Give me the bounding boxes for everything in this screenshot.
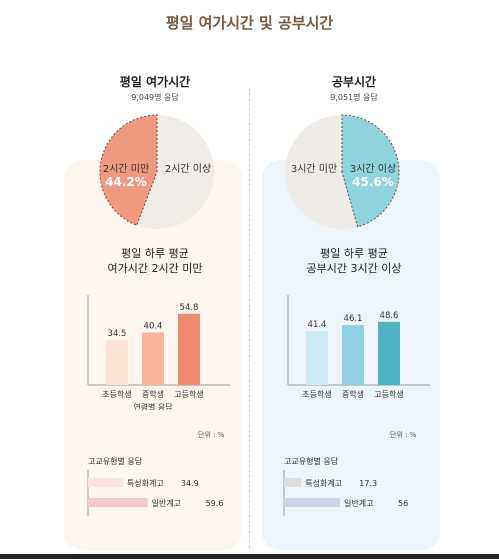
leisure-school-type-chart: 특성화계고 34.9 일반계고 59.6 [87, 470, 224, 516]
study-headline-line2: 공부시간 3시간 이상 [306, 262, 402, 275]
study-bar-1 [342, 325, 364, 385]
leisure-hbar-value-0: 34.9 [181, 479, 199, 488]
leisure-bar-2 [178, 313, 200, 385]
leisure-title: 평일 여가시간 [119, 75, 191, 89]
leisure-pie-highlight [99, 114, 158, 226]
leisure-bar-xlabel: 연령별 응답 [133, 402, 173, 410]
leisure-hbar-1 [88, 498, 148, 507]
bottom-rule [0, 554, 499, 559]
study-bar-value-1: 46.1 [344, 314, 363, 324]
study-hbar-category-1: 일반계고 [344, 498, 373, 508]
page-title: 평일 여가시간 및 공부시간 [165, 14, 334, 32]
leisure-hbar-value-1: 59.6 [206, 499, 224, 508]
center-divider [249, 88, 250, 548]
study-pie-label-over: 3시간 이상 [349, 164, 397, 175]
study-unit: 단위 : % [390, 431, 417, 439]
study-title: 공부시간 [331, 75, 377, 89]
study-bar-0 [306, 331, 328, 385]
leisure-pie-label-under: 2시간 미만 [102, 164, 150, 175]
leisure-pie [99, 114, 214, 229]
study-bar-value-2: 48.6 [380, 311, 399, 321]
leisure-bar-category-1: 중학생 [142, 389, 164, 399]
leisure-pie-label-over: 2시간 이상 [164, 164, 212, 175]
study-bar-chart: 41.4 초등학생 46.1 중학생 48.6 고등학생 [287, 295, 430, 399]
leisure-hbar-0 [88, 478, 123, 487]
study-bar-category-1: 중학생 [342, 389, 364, 399]
study-pie-label-under: 3시간 미만 [290, 164, 338, 175]
leisure-bar-value-2: 54.8 [180, 303, 199, 313]
leisure-bar-0 [106, 340, 128, 385]
study-bar-2 [378, 321, 400, 385]
study-bar-category-2: 고등학생 [374, 389, 403, 399]
leisure-respondents: 9,049명 응답 [131, 93, 179, 102]
study-pie [285, 114, 400, 229]
leisure-headline-line2: 여가시간 2시간 미만 [107, 262, 203, 275]
leisure-headline-line1: 평일 하루 평균 [121, 247, 189, 260]
leisure-headline: 평일 하루 평균 여가시간 2시간 미만 [55, 246, 255, 276]
study-respondents: 9,051명 응답 [330, 93, 378, 102]
leisure-bar-value-0: 34.5 [108, 329, 127, 339]
study-school-type-title: 고교유형별 응답 [284, 457, 339, 466]
leisure-bar-category-0: 초등학생 [102, 389, 131, 399]
leisure-unit: 단위 : % [198, 431, 225, 439]
study-bar-value-0: 41.4 [308, 320, 327, 330]
leisure-bar-value-1: 40.4 [144, 321, 163, 331]
study-school-type-chart: 특성화계고 17.3 일반계고 56 [283, 470, 408, 516]
study-hbar-value-1: 56 [398, 499, 408, 508]
study-headline: 평일 하루 평균 공부시간 3시간 이상 [254, 246, 454, 276]
leisure-bar-category-2: 고등학생 [174, 389, 203, 399]
leisure-pie-pct: 44.2% [105, 175, 147, 189]
leisure-bar-1 [142, 332, 164, 385]
study-headline-line1: 평일 하루 평균 [320, 247, 388, 260]
leisure-hbar-category-1: 일반계고 [152, 498, 181, 508]
leisure-hbar-category-0: 특성화계고 [127, 478, 164, 488]
study-hbar-0 [284, 478, 302, 487]
study-hbar-1 [284, 498, 340, 507]
study-pie-highlight [341, 114, 400, 228]
study-hbar-category-0: 특성화계고 [305, 478, 342, 488]
study-bar-category-0: 초등학생 [302, 389, 331, 399]
leisure-school-type-title: 고교유형별 응답 [88, 457, 143, 466]
study-pie-pct: 45.6% [352, 175, 394, 189]
study-hbar-value-0: 17.3 [359, 479, 377, 488]
